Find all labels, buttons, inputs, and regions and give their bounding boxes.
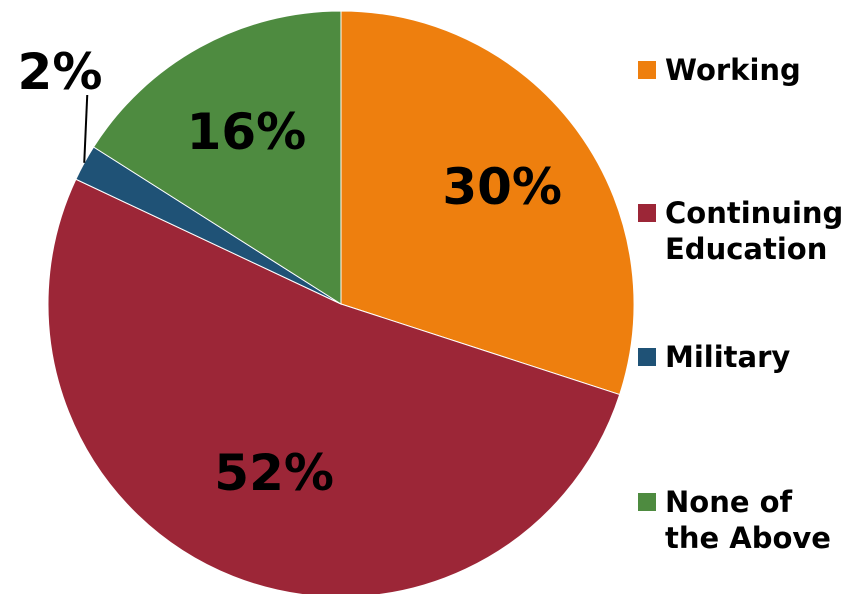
legend-item-military: Military: [638, 339, 790, 375]
legend-swatch-none-of-the-above: [638, 493, 656, 511]
legend-swatch-military: [638, 348, 656, 366]
legend-label-continuing-education: Continuing Education: [665, 196, 844, 266]
pie-data-labels: 30% 52% 2% 16%: [18, 43, 562, 502]
pie-slice-working: [340, 10, 635, 396]
legend: Working Continuing Education Military No…: [638, 0, 863, 594]
legend-label-none-of-the-above: None of the Above: [665, 485, 831, 555]
pie-slices: [47, 10, 635, 594]
pie-slice-continuing-education: [47, 178, 621, 594]
legend-item-working: Working: [638, 52, 801, 88]
legend-item-continuing-education: Continuing Education: [638, 195, 843, 267]
legend-item-none-of-the-above: None of the Above: [638, 484, 831, 556]
legend-swatch-continuing-education: [638, 204, 656, 222]
legend-swatch-working: [638, 61, 656, 79]
data-label-working: 30%: [442, 158, 562, 216]
data-label-continuing-education: 52%: [214, 444, 334, 502]
pie-slice-none-of-the-above: [92, 10, 342, 305]
legend-label-military: Military: [665, 340, 791, 374]
data-label-none-of-the-above: 16%: [187, 103, 307, 161]
legend-label-working: Working: [665, 53, 801, 87]
data-label-military: 2%: [18, 43, 103, 101]
leader-line-military: [83, 94, 89, 163]
